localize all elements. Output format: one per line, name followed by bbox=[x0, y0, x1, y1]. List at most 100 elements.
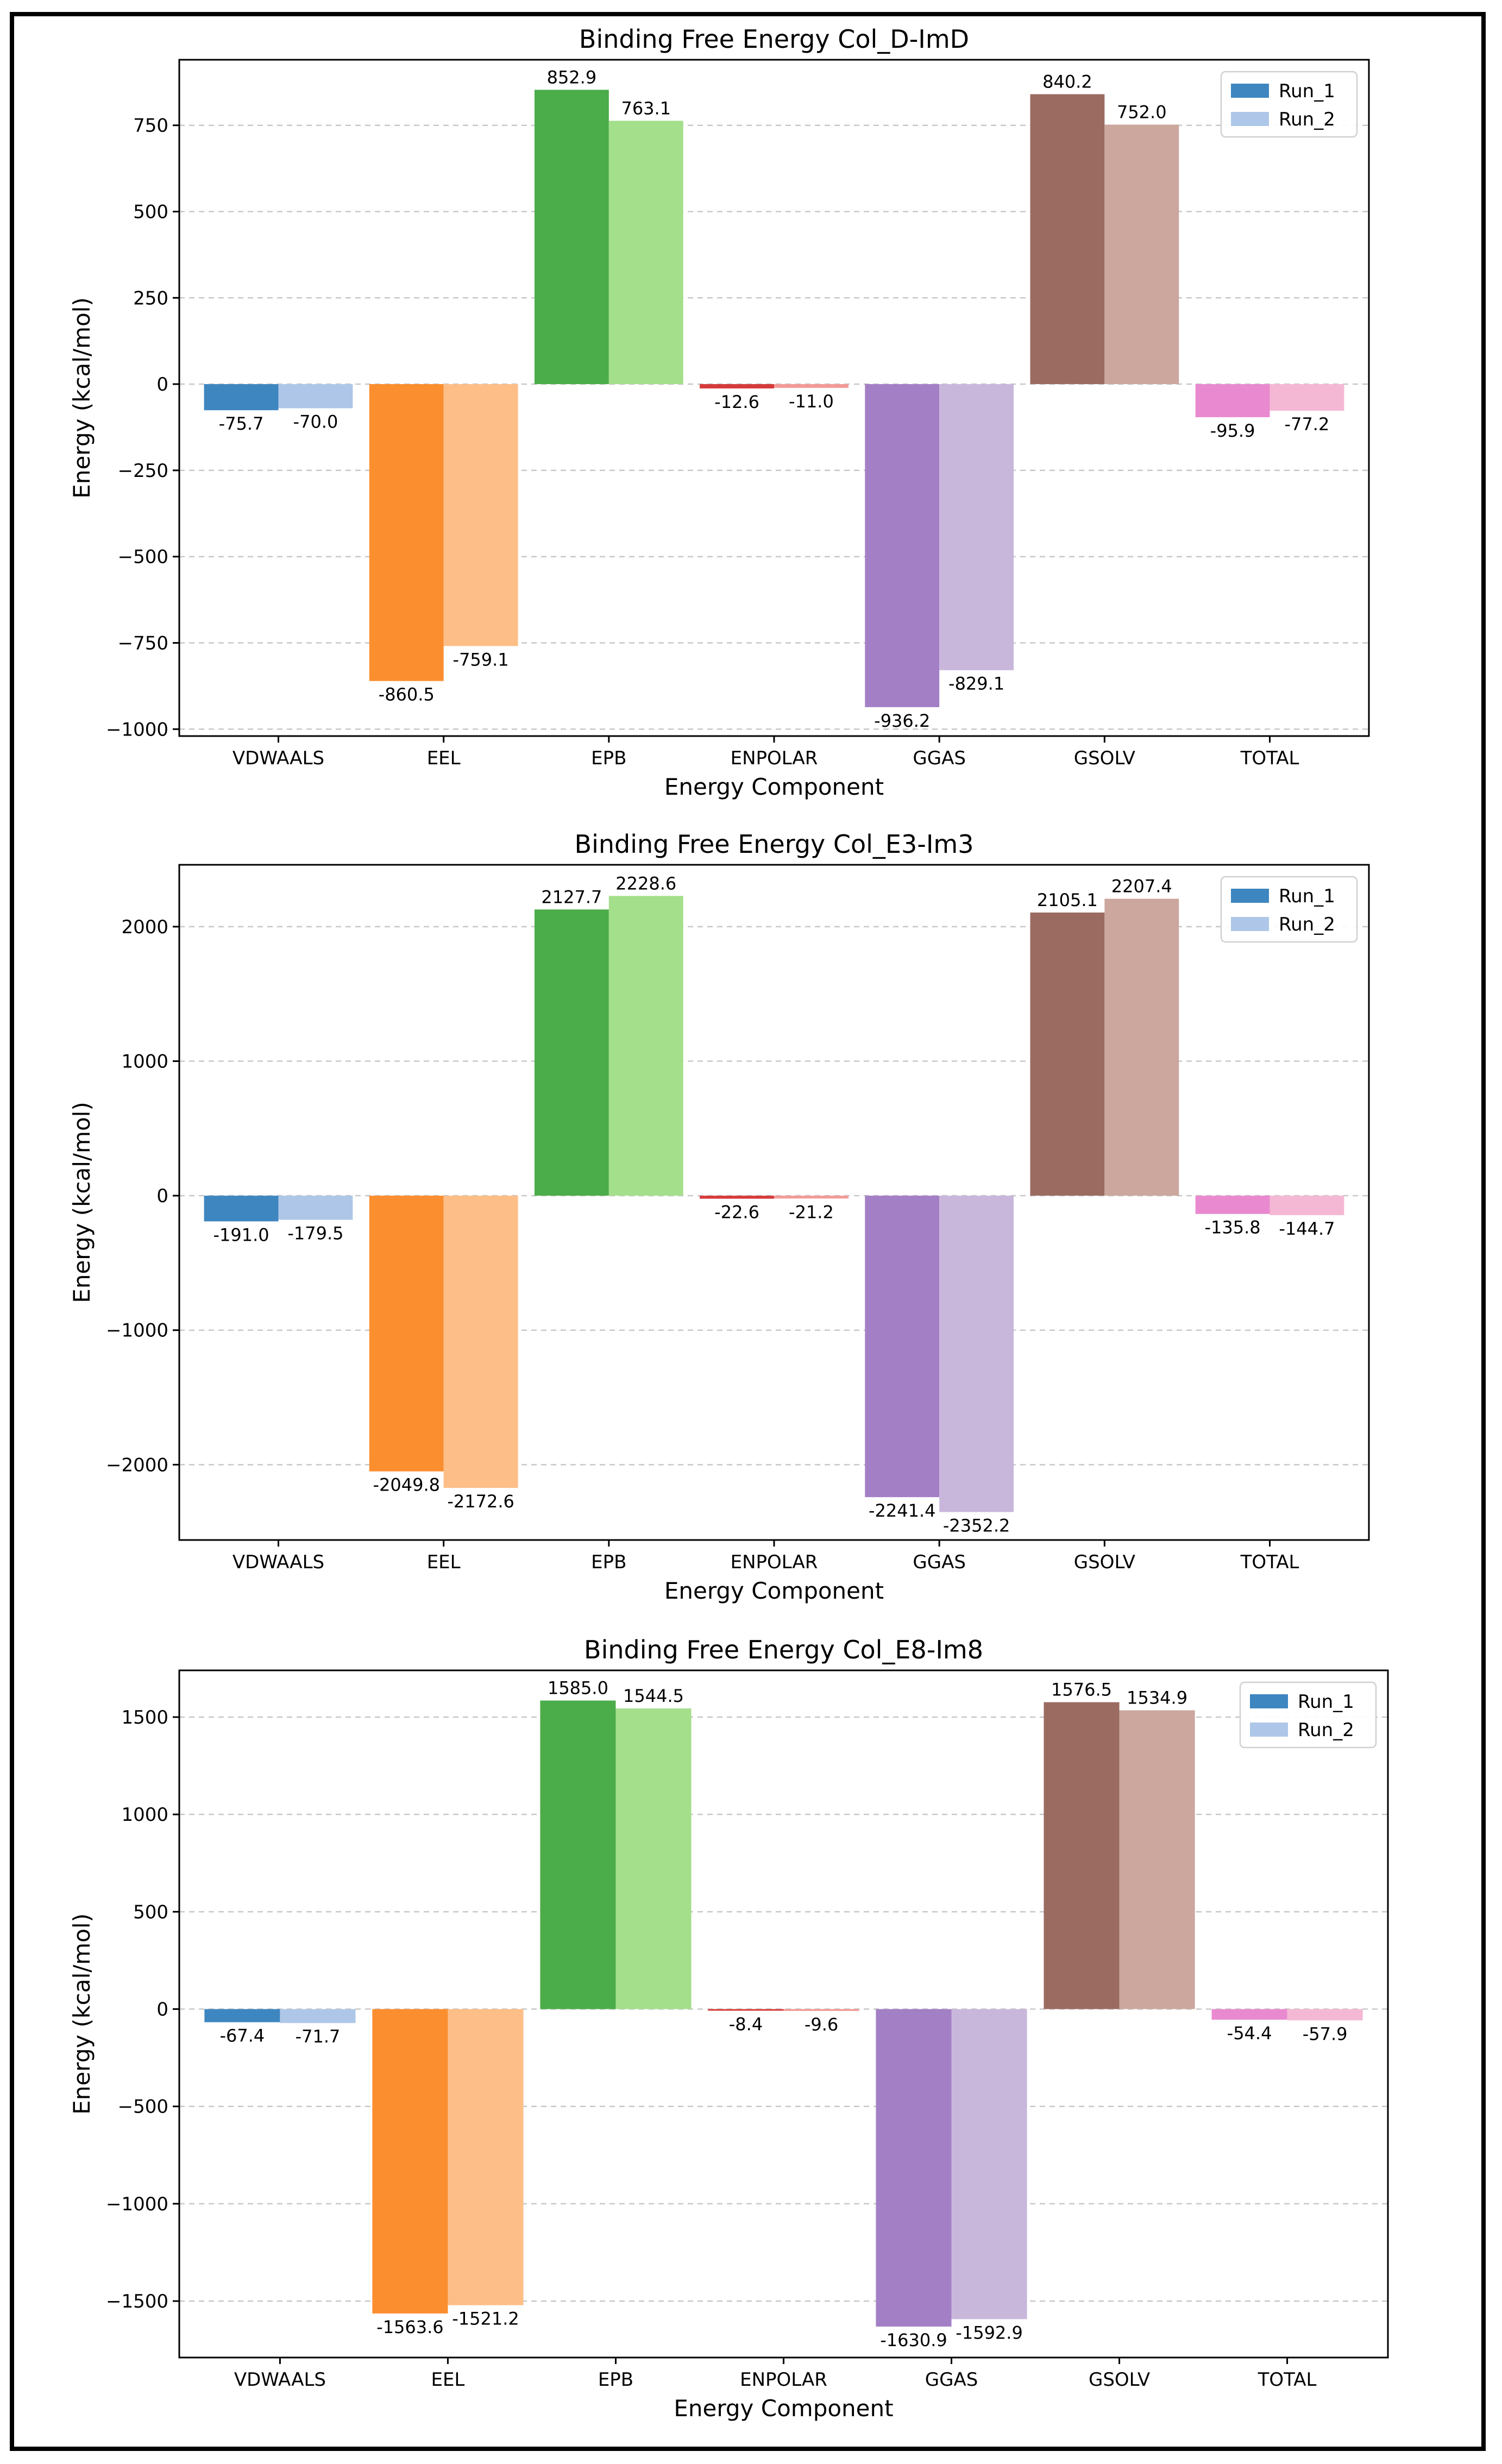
data-label: -1521.2 bbox=[452, 2309, 519, 2329]
bar-run_2-gsolv bbox=[1104, 898, 1179, 1196]
y-tick-label: 0 bbox=[156, 1999, 168, 2021]
y-axis-title: Energy (kcal/mol) bbox=[68, 297, 95, 498]
bar-run_1-enpolar bbox=[708, 2009, 784, 2011]
y-tick-label: 1000 bbox=[121, 1804, 168, 1826]
bar-run_2-enpolar bbox=[774, 384, 849, 388]
bar-run_2-ggas bbox=[951, 2009, 1027, 2320]
bar-run_2-eel bbox=[443, 384, 518, 646]
bar-run_1-vdwaals bbox=[204, 1196, 279, 1222]
data-label: -12.6 bbox=[714, 392, 759, 412]
bar-run_1-enpolar bbox=[700, 384, 774, 389]
bar-run_2-total bbox=[1270, 384, 1344, 411]
y-tick-label: −750 bbox=[118, 632, 168, 654]
chart-panel-2: -191.0 -2049.8 2127.7 -22.6 -2241.4 2105.1 -13… bbox=[68, 829, 1370, 1604]
data-label: -191.0 bbox=[213, 1224, 269, 1245]
legend-label: Run_1 bbox=[1279, 80, 1335, 102]
bar-run_1-ggas bbox=[865, 384, 940, 707]
data-label: -1592.9 bbox=[956, 2322, 1023, 2343]
bar-run_2-vdwaals bbox=[278, 1196, 353, 1220]
bar-run_2-epb bbox=[608, 896, 683, 1196]
data-label: -71.7 bbox=[296, 2026, 341, 2047]
data-label: 2228.6 bbox=[615, 873, 676, 894]
bar-run_2-enpolar bbox=[774, 1196, 849, 1199]
y-tick-label: −2000 bbox=[106, 1454, 168, 1476]
bar-run_2-gsolv bbox=[1119, 1710, 1195, 2009]
x-tick-label: EEL bbox=[431, 2369, 464, 2391]
x-tick-label: VDWAALS bbox=[234, 2369, 326, 2391]
bar-run_1-total bbox=[1195, 384, 1270, 418]
bar-run_2-epb bbox=[615, 1708, 692, 2009]
data-label: 2105.1 bbox=[1037, 890, 1098, 910]
x-axis-title: Energy Component bbox=[664, 1577, 884, 1604]
y-axis-title: Energy (kcal/mol) bbox=[68, 1913, 95, 2114]
data-label: 763.1 bbox=[621, 98, 671, 118]
x-tick-label: ENPOLAR bbox=[731, 1551, 818, 1573]
bar-run_2-total bbox=[1287, 2009, 1363, 2021]
data-label: 840.2 bbox=[1042, 71, 1092, 92]
data-label: -22.6 bbox=[714, 1202, 759, 1223]
legend-swatch bbox=[1250, 1723, 1288, 1737]
bar-run_1-enpolar bbox=[700, 1196, 774, 1199]
x-tick-label: GGAS bbox=[925, 2369, 978, 2391]
legend-swatch bbox=[1231, 889, 1269, 903]
bar-run_2-eel bbox=[448, 2009, 524, 2305]
plot-area bbox=[178, 59, 1370, 737]
data-label: -860.5 bbox=[379, 684, 435, 705]
chart-title: Binding Free Energy Col_E8-Im8 bbox=[584, 1635, 983, 1664]
bar-run_2-vdwaals bbox=[278, 384, 353, 408]
data-label: 1534.9 bbox=[1127, 1687, 1187, 1708]
data-label: -95.9 bbox=[1210, 420, 1255, 441]
y-tick-label: −250 bbox=[118, 460, 168, 482]
legend-label: Run_2 bbox=[1298, 1719, 1354, 1741]
x-tick-label: EPB bbox=[598, 2369, 633, 2391]
y-tick-label: −1000 bbox=[106, 719, 168, 740]
x-tick-label: EEL bbox=[427, 1551, 461, 1573]
x-tick-label: GGAS bbox=[913, 1551, 966, 1573]
data-label: -21.2 bbox=[789, 1202, 834, 1222]
legend-swatch bbox=[1231, 84, 1269, 98]
legend: Run_1 Run_2 bbox=[1239, 1681, 1377, 1749]
data-label: 2127.7 bbox=[541, 887, 602, 907]
x-tick-label: TOTAL bbox=[1240, 1551, 1299, 1573]
y-tick-label: 0 bbox=[156, 1185, 168, 1207]
chart-title: Binding Free Energy Col_E3-Im3 bbox=[575, 829, 974, 859]
data-label: 752.0 bbox=[1117, 102, 1167, 122]
data-label: -829.1 bbox=[948, 674, 1004, 694]
y-tick-label: 750 bbox=[133, 115, 168, 137]
data-label: -57.9 bbox=[1303, 2023, 1348, 2044]
bar-run_1-gsolv bbox=[1030, 94, 1105, 385]
data-label: -2241.4 bbox=[869, 1500, 936, 1521]
legend-label: Run_1 bbox=[1279, 885, 1335, 907]
data-label: -936.2 bbox=[874, 711, 930, 731]
bar-run_1-epb bbox=[540, 1700, 616, 2009]
data-label: -2172.6 bbox=[447, 1491, 514, 1512]
x-tick-label: TOTAL bbox=[1240, 747, 1299, 769]
legend-label: Run_2 bbox=[1279, 109, 1335, 130]
bar-run_2-epb bbox=[608, 121, 683, 385]
legend: Run_1 Run_2 bbox=[1220, 71, 1358, 138]
data-label: -2352.2 bbox=[943, 1516, 1010, 1536]
x-tick-label: EPB bbox=[591, 747, 626, 769]
legend-label: Run_1 bbox=[1298, 1691, 1354, 1713]
x-axis-title: Energy Component bbox=[674, 2395, 893, 2422]
y-axis-title: Energy (kcal/mol) bbox=[68, 1102, 95, 1303]
bar-run_1-eel bbox=[369, 1196, 444, 1472]
data-label: 1576.5 bbox=[1051, 1680, 1112, 1700]
bar-run_1-epb bbox=[534, 909, 609, 1196]
data-label: 852.9 bbox=[547, 67, 597, 87]
x-tick-label: TOTAL bbox=[1258, 2369, 1317, 2391]
bar-run_1-eel bbox=[372, 2009, 448, 2314]
bar-run_1-vdwaals bbox=[204, 384, 279, 411]
data-label: -54.4 bbox=[1227, 2023, 1272, 2044]
y-tick-label: 0 bbox=[156, 374, 168, 395]
data-label: -135.8 bbox=[1204, 1217, 1260, 1238]
data-label: -75.7 bbox=[219, 413, 264, 434]
legend-swatch bbox=[1231, 112, 1269, 126]
bar-run_2-enpolar bbox=[783, 2009, 859, 2011]
bar-run_1-epb bbox=[534, 90, 609, 385]
x-tick-label: GSOLV bbox=[1089, 2369, 1150, 2391]
y-tick-label: −500 bbox=[118, 2096, 168, 2118]
bar-run_1-ggas bbox=[876, 2009, 952, 2327]
data-label: -144.7 bbox=[1279, 1218, 1335, 1239]
